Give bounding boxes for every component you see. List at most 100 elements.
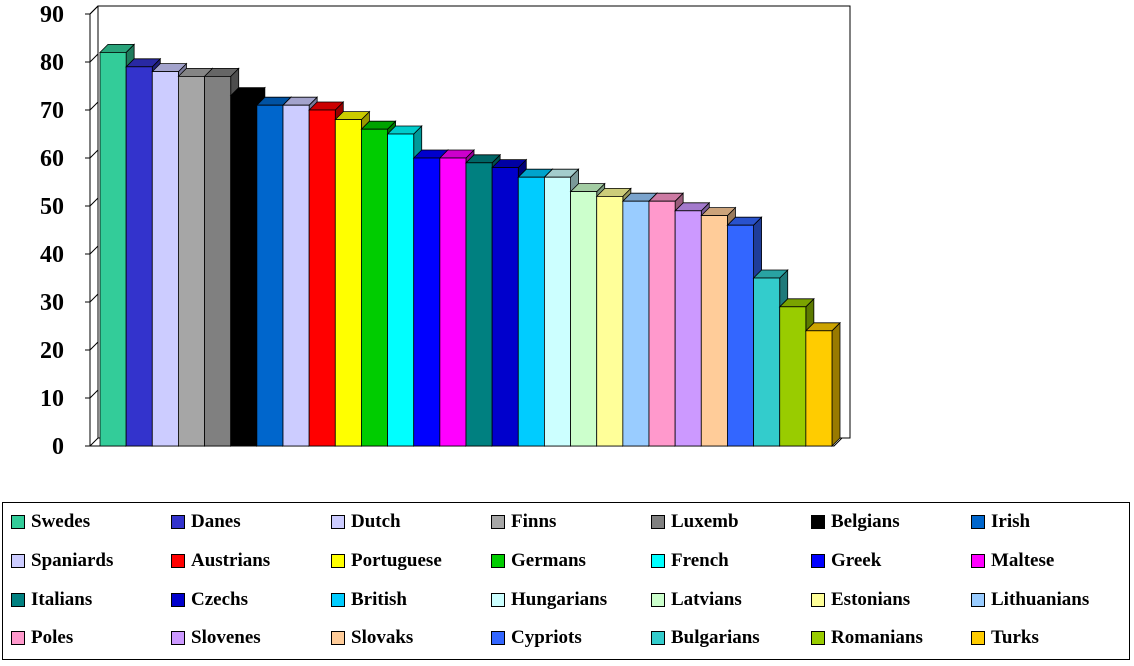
legend-label: Latvians — [671, 589, 742, 610]
legend-swatch — [651, 515, 665, 529]
legend-item-irish: Irish — [971, 509, 1030, 535]
legend-item-estonians: Estonians — [811, 587, 910, 613]
bar-front — [256, 104, 284, 447]
legend-swatch — [171, 554, 185, 568]
legend-label: Czechs — [191, 589, 248, 610]
bar-front — [753, 277, 781, 447]
y-tick-label: 30 — [40, 290, 64, 316]
legend-swatch — [331, 593, 345, 607]
legend-swatch — [331, 515, 345, 529]
bar-front — [125, 66, 153, 447]
y-tick-label: 90 — [40, 2, 64, 28]
legend-swatch — [491, 554, 505, 568]
legend-swatch — [811, 554, 825, 568]
legend-swatch — [651, 631, 665, 645]
legend-label: Slovenes — [191, 627, 261, 648]
legend-item-austrians: Austrians — [171, 548, 270, 574]
y-tick-label: 80 — [40, 50, 64, 76]
legend-label: Estonians — [831, 589, 911, 610]
legend-item-slovenes: Slovenes — [171, 625, 261, 651]
legend-label: Maltese — [991, 550, 1055, 571]
legend-item-portuguese: Portuguese — [331, 548, 442, 574]
legend-label: Slovaks — [351, 627, 414, 648]
legend-label: Irish — [991, 511, 1031, 532]
legend-swatch — [11, 593, 25, 607]
legend-swatch — [331, 554, 345, 568]
bar-front — [465, 162, 493, 447]
legend-swatch — [331, 631, 345, 645]
legend-item-bulgarians: Bulgarians — [651, 625, 760, 651]
legend-swatch — [971, 631, 985, 645]
legend-swatch — [811, 593, 825, 607]
legend-label: Finns — [511, 511, 557, 532]
legend-item-cypriots: Cypriots — [491, 625, 582, 651]
legend-item-finns: Finns — [491, 509, 556, 535]
legend-swatch — [11, 515, 25, 529]
legend-label: French — [671, 550, 729, 571]
legend-item-maltese: Maltese — [971, 548, 1054, 574]
bar-front — [517, 176, 545, 447]
bar-front — [204, 76, 232, 447]
legend-item-dutch: Dutch — [331, 509, 401, 535]
y-tick-label: 20 — [40, 338, 64, 364]
bar-front — [570, 191, 598, 447]
legend-label: Italians — [31, 589, 93, 610]
legend-label: Lithuanians — [991, 589, 1090, 610]
bar-front — [805, 330, 833, 447]
legend-swatch — [971, 515, 985, 529]
bar-front — [727, 224, 754, 447]
bar-front — [361, 128, 388, 447]
legend-label: Austrians — [191, 550, 271, 571]
legend-item-british: British — [331, 587, 407, 613]
legend-item-swedes: Swedes — [11, 509, 90, 535]
bar-front — [282, 104, 310, 447]
legend-item-czechs: Czechs — [171, 587, 248, 613]
legend-item-belgians: Belgians — [811, 509, 900, 535]
bar-turks — [804, 321, 841, 447]
legend-item-french: French — [651, 548, 729, 574]
legend-label: Cypriots — [511, 627, 582, 648]
legend-label: Dutch — [351, 511, 401, 532]
bar-front — [779, 306, 807, 447]
legend-swatch — [491, 631, 505, 645]
bar-french — [386, 125, 423, 447]
legend-item-germans: Germans — [491, 548, 586, 574]
bar-front — [700, 215, 728, 447]
legend-swatch — [811, 631, 825, 645]
bar-front — [622, 200, 650, 447]
legend-item-luxemb: Luxemb — [651, 509, 739, 535]
legend-item-turks: Turks — [971, 625, 1039, 651]
y-tick-label: 50 — [40, 194, 64, 220]
legend-label: Germans — [511, 550, 586, 571]
legend-swatch — [651, 593, 665, 607]
legend-item-spaniards: Spaniards — [11, 548, 113, 574]
legend-label: Swedes — [31, 511, 91, 532]
legend-swatch — [811, 515, 825, 529]
legend-swatch — [971, 554, 985, 568]
legend-swatch — [171, 631, 185, 645]
legend-label: British — [351, 589, 407, 610]
legend-label: Portuguese — [351, 550, 442, 571]
bar-front — [413, 157, 441, 447]
legend-swatch — [11, 631, 25, 645]
legend-label: Hungarians — [511, 589, 608, 610]
legend-swatch — [971, 593, 985, 607]
bar-front — [491, 167, 519, 447]
legend-swatch — [491, 593, 505, 607]
legend-item-italians: Italians — [11, 587, 92, 613]
bar-front — [178, 76, 205, 447]
bar-front — [99, 52, 127, 447]
y-tick-label: 70 — [40, 98, 64, 124]
legend-label: Turks — [991, 627, 1039, 648]
bar-front — [230, 95, 258, 447]
legend-item-lithuanians: Lithuanians — [971, 587, 1089, 613]
legend-label: Danes — [191, 511, 241, 532]
legend-swatch — [651, 554, 665, 568]
legend-item-poles: Poles — [11, 625, 73, 651]
y-tick-label: 60 — [40, 146, 64, 172]
bars — [99, 43, 841, 447]
bar-front — [544, 176, 571, 447]
legend-label: Romanians — [831, 627, 923, 648]
bar-front — [648, 200, 676, 447]
legend-item-romanians: Romanians — [811, 625, 923, 651]
